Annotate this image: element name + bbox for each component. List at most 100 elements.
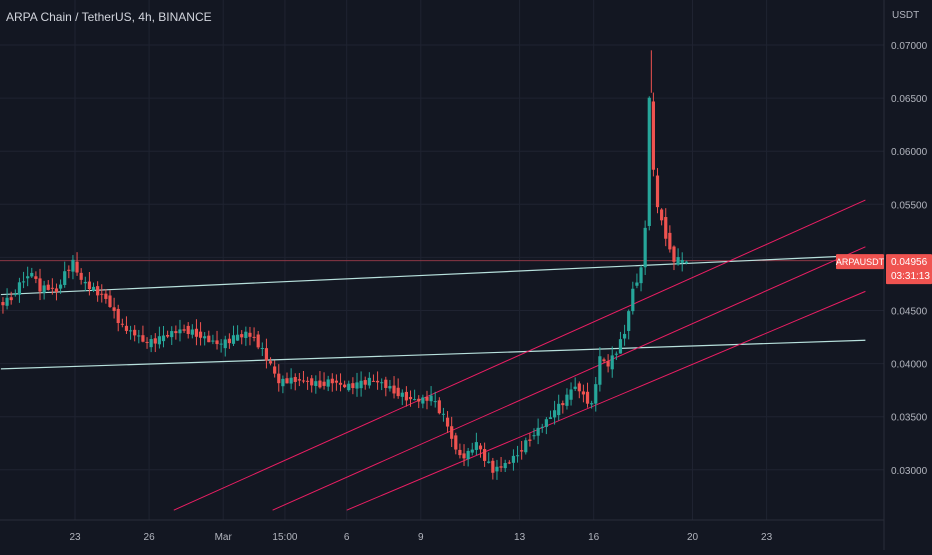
candle-down [458,449,462,456]
time-axis[interactable]: 23 26 Mar 15:00 6 9 13 16 20 23 [0,519,884,543]
candle-down [50,287,54,289]
x-tick-label: 26 [144,532,156,543]
candle-up [17,282,22,295]
channel-line[interactable] [272,246,866,511]
y-tick-label: 0.03000 [891,466,928,477]
candle-down [445,417,450,427]
candle-up [83,281,87,284]
candle-down [437,400,441,414]
candle-down [507,462,511,464]
x-tick-label: 9 [418,532,424,543]
y-tick-label: 0.07000 [891,41,928,52]
candle-up [540,426,544,428]
candle-up [13,294,17,296]
candle-down [404,391,408,401]
candle-up [289,377,293,384]
trendline[interactable] [0,339,866,370]
candle-down [351,383,355,389]
candle-up [149,339,153,348]
candle-down [67,269,71,271]
candle-down [38,278,42,292]
candle-up [128,330,133,332]
candle-up [487,461,491,463]
candle-up [614,353,618,355]
candle-down [96,286,100,296]
candle-up [355,382,359,389]
candle-up [157,336,161,345]
candle-up [569,389,573,400]
candle-down [301,380,306,382]
trendline[interactable] [0,254,866,296]
candle-up [495,466,499,472]
candle-down [672,246,676,262]
candle-down [285,378,289,384]
candle-up [590,403,594,405]
candle-down [581,391,586,395]
candle-up [400,392,404,397]
candle-up [441,413,446,415]
candle-down [186,325,190,334]
candle-down [198,331,203,338]
candle-down [166,334,170,337]
candle-up [203,336,207,339]
candle-down [268,361,273,364]
candle-up [137,335,141,337]
candle-down [120,323,124,325]
candle-up [635,282,639,286]
candle-up [594,384,598,404]
y-tick-label: 0.04000 [891,360,928,371]
candle-down [561,403,565,406]
candle-down [384,379,388,388]
price-unit: USDT [892,10,920,21]
candle-down [256,334,260,348]
candle-up [421,397,425,404]
candle-down [363,380,367,385]
candle-up [63,271,67,286]
candle-up [470,449,474,453]
y-tick-label: 0.06500 [891,94,928,105]
candle-down [124,325,129,331]
candle-up [219,343,223,345]
channel-line[interactable] [173,199,866,511]
candle-down [478,445,483,450]
x-tick-label: Mar [215,532,233,543]
candle-down [215,340,219,345]
candle-up [639,267,643,284]
candle-up [58,284,63,289]
candle-down [9,297,13,301]
candle-up [178,329,182,334]
candle-up [573,386,577,389]
candle-down [116,308,120,324]
candle-down [273,366,277,374]
price-tag-background [886,254,932,285]
candle-up [631,288,635,312]
candle-down [577,383,581,392]
candle-up [161,335,166,342]
candle-up [314,381,318,386]
candle-down [277,373,281,384]
candle-down [655,175,660,208]
candle-up [524,440,528,453]
candle-up [429,395,433,402]
candle-up [684,261,688,264]
candles [1,50,688,480]
drawing-lines[interactable] [0,199,884,511]
candle-down [100,293,104,295]
candle-up [223,339,227,349]
candle-up [557,403,561,416]
x-tick-label: 23 [761,532,773,543]
candle-up [260,348,264,350]
candle-down [227,338,231,344]
channel-line[interactable] [346,290,866,511]
y-tick-label: 0.05500 [891,200,928,211]
candle-up [231,335,236,344]
candle-down [112,307,116,311]
candle-down [499,466,503,468]
candle-down [330,378,334,384]
candle-up [466,450,470,460]
candle-down [392,385,396,394]
candle-down [207,335,211,343]
candle-up [21,281,26,283]
